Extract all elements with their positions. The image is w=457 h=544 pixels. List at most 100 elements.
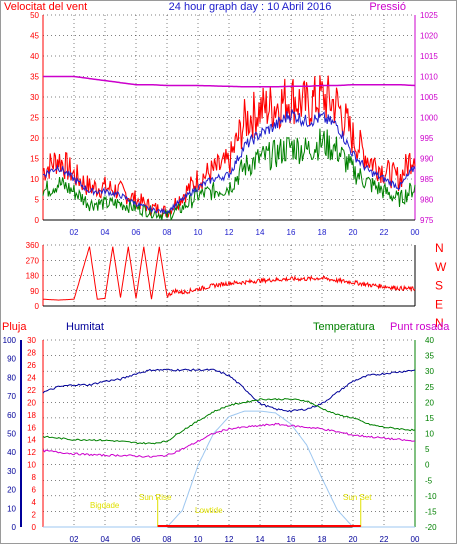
wind-x-tick-label: 22 <box>380 228 389 237</box>
wind-x-tick-label: 18 <box>318 228 327 237</box>
rain-tick-label: 10 <box>27 461 36 470</box>
wind-x-tick-label: 10 <box>194 228 203 237</box>
temperature-tick-label: 15 <box>425 414 434 423</box>
direction-tick-label: 360 <box>26 241 40 250</box>
rain-tick-label: 6 <box>32 486 37 495</box>
rain-tick-label: 20 <box>27 398 36 407</box>
wind-x-tick-label: 14 <box>256 228 265 237</box>
chart-title: 24 hour graph day : 10 Abril 2016 <box>169 1 332 13</box>
direction-tick-label: 0 <box>35 302 40 311</box>
direction-tick-label: 180 <box>26 272 40 281</box>
climate-x-tick-label: 08 <box>163 535 172 544</box>
wind-tick-label: 15 <box>30 155 39 164</box>
sunrise-label: Sun Rise <box>139 493 172 502</box>
climate-x-tick-label: 20 <box>349 535 358 544</box>
rain-tick-label: 2 <box>32 511 37 520</box>
pressure-tick-label: 1000 <box>420 114 438 123</box>
compass-label: E <box>435 297 443 311</box>
temperature-axis-title: Temperatura <box>313 321 376 333</box>
wind-x-tick-label: 06 <box>132 228 141 237</box>
rain-tick-label: 14 <box>27 436 36 445</box>
temperature-tick-label: 10 <box>425 430 434 439</box>
humidity-tick-label: 70 <box>7 392 16 401</box>
pressure-tick-label: 990 <box>420 155 434 164</box>
pressure-tick-label: 1025 <box>420 11 438 20</box>
rain-tick-label: 26 <box>27 361 36 370</box>
temperature-tick-label: 25 <box>425 383 434 392</box>
lowtide-label: Lowtide <box>195 506 223 515</box>
wind-x-tick-label: 04 <box>101 228 110 237</box>
humidity-tick-label: 80 <box>7 373 16 382</box>
humidity-tick-label: 0 <box>12 523 17 532</box>
temperature-tick-label: 20 <box>425 398 434 407</box>
wind-x-tick-label: 12 <box>225 228 234 237</box>
temperature-tick-label: 0 <box>425 461 430 470</box>
series-wind-mid <box>42 109 416 214</box>
climate-x-tick-label: 02 <box>70 535 79 544</box>
pressure-axis-title: Pressió <box>369 1 406 13</box>
temperature-tick-label: 30 <box>425 367 434 376</box>
direction-tick-label: 270 <box>26 256 40 265</box>
climate-x-tick-label: 14 <box>256 535 265 544</box>
climate-x-tick-label: 16 <box>287 535 296 544</box>
rain-tick-label: 16 <box>27 423 36 432</box>
compass-label: W <box>435 260 447 274</box>
rain-tick-label: 30 <box>27 336 36 345</box>
pressure-tick-label: 980 <box>420 196 434 205</box>
climate-x-tick-label: 22 <box>380 535 389 544</box>
wind-x-tick-label: 02 <box>70 228 79 237</box>
temperature-tick-label: 40 <box>425 336 434 345</box>
pressure-tick-label: 1020 <box>420 32 438 41</box>
series-pressure <box>43 75 416 88</box>
humidity-tick-label: 30 <box>7 467 16 476</box>
rain-tick-label: 24 <box>27 373 36 382</box>
sunset-label: Sun Set <box>343 493 372 502</box>
wind-tick-label: 40 <box>30 52 39 61</box>
rain-tick-label: 18 <box>27 411 36 420</box>
rain-tick-label: 28 <box>27 348 36 357</box>
humidity-axis-title: Humitat <box>66 321 104 333</box>
dewpoint-axis-title: Punt rosada <box>390 321 450 333</box>
temperature-tick-label: 5 <box>425 445 430 454</box>
rain-tick-label: 8 <box>32 473 37 482</box>
wind-tick-label: 30 <box>30 93 39 102</box>
wind-axis-title: Velocitat del vent <box>4 1 87 13</box>
climate-x-tick-label: 10 <box>194 535 203 544</box>
rain-axis-title: Pluja <box>2 321 27 333</box>
climate-x-tick-label: 18 <box>318 535 327 544</box>
temperature-tick-label: -10 <box>425 492 437 501</box>
wind-x-tick-label: 16 <box>287 228 296 237</box>
humidity-tick-label: 50 <box>7 430 16 439</box>
humidity-tick-label: 10 <box>7 504 16 513</box>
wind-tick-label: 45 <box>30 32 39 41</box>
pressure-tick-label: 1010 <box>420 73 438 82</box>
rain-tick-label: 0 <box>32 523 37 532</box>
pressure-tick-label: 995 <box>420 134 434 143</box>
wind-x-tick-label: 08 <box>163 228 172 237</box>
climate-x-tick-label: 04 <box>101 535 110 544</box>
humidity-tick-label: 100 <box>3 336 17 345</box>
wind-tick-label: 35 <box>30 73 39 82</box>
wind-tick-label: 25 <box>30 114 39 123</box>
humidity-tick-label: 90 <box>7 355 16 364</box>
wind-tick-label: 5 <box>35 196 40 205</box>
humidity-tick-label: 20 <box>7 486 16 495</box>
pressure-tick-label: 1015 <box>420 52 438 61</box>
pressure-tick-label: 975 <box>420 216 434 225</box>
climate-x-tick-label: 00 <box>411 535 420 544</box>
compass-label: N <box>435 241 444 255</box>
rain-tick-label: 22 <box>27 386 36 395</box>
series-wind-average <box>42 128 416 221</box>
wind-tick-label: 0 <box>35 216 40 225</box>
series-temperature <box>42 397 416 445</box>
series-dewpoint <box>42 422 416 458</box>
wind-tick-label: 10 <box>30 175 39 184</box>
rain-tick-label: 4 <box>32 498 37 507</box>
series-wind-gust <box>42 75 416 219</box>
climate-x-tick-label: 12 <box>225 535 234 544</box>
temperature-tick-label: -20 <box>425 523 437 532</box>
bigdate-label: Bigdade <box>90 501 120 510</box>
compass-label: N <box>435 316 444 330</box>
compass-label: S <box>435 279 443 293</box>
